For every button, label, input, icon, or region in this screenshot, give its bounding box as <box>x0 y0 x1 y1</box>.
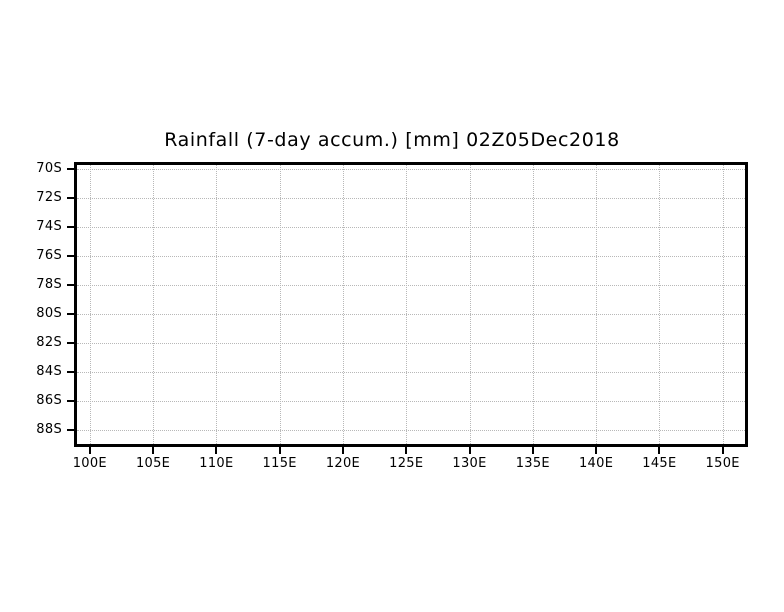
y-axis-tick <box>67 226 74 229</box>
y-axis-tick-label: 74S <box>36 219 62 235</box>
x-axis-tick-label: 145E <box>642 456 677 471</box>
x-axis-tick <box>341 447 344 454</box>
y-axis-tick <box>67 283 74 286</box>
y-axis-tick-label: 86S <box>36 392 62 408</box>
gridline-vertical <box>469 165 471 444</box>
gridline-vertical <box>342 165 344 444</box>
gridline-vertical <box>596 165 598 444</box>
x-axis-tick-label: 105E <box>135 456 171 471</box>
y-axis-tick <box>67 341 74 344</box>
y-axis-tick-label: 82S <box>36 334 62 350</box>
plot-area <box>74 162 748 447</box>
plot-interior <box>77 165 745 444</box>
gridline-horizontal <box>77 284 745 286</box>
gridline-vertical <box>89 165 91 444</box>
gridline-horizontal <box>77 371 745 373</box>
gridline-horizontal <box>77 256 745 258</box>
gridline-vertical <box>216 165 218 444</box>
x-axis-tick <box>278 447 281 454</box>
x-axis-tick <box>468 447 471 454</box>
gridline-vertical <box>279 165 281 444</box>
y-axis-tick <box>67 428 74 431</box>
x-axis-tick-label: 135E <box>515 456 550 471</box>
y-axis-tick <box>67 168 74 171</box>
x-axis-tick <box>152 447 155 454</box>
x-axis-tick <box>721 447 724 454</box>
gridline-vertical <box>659 165 661 444</box>
x-axis-tick <box>215 447 218 454</box>
y-axis-tick-label: 80S <box>36 305 62 321</box>
gridline-horizontal <box>77 429 745 431</box>
chart-title: Rainfall (7-day accum.) [mm] 02Z05Dec201… <box>164 129 620 151</box>
x-axis-tick <box>658 447 661 454</box>
gridline-vertical <box>406 165 408 444</box>
y-axis-tick <box>67 197 74 200</box>
x-axis-tick-label: 115E <box>262 456 297 471</box>
gridline-vertical <box>722 165 724 444</box>
x-axis-tick-label: 100E <box>72 456 107 471</box>
x-axis-tick <box>531 447 534 454</box>
y-axis-tick <box>67 255 74 258</box>
x-axis-tick-label: 140E <box>578 456 614 471</box>
y-axis-tick <box>67 312 74 315</box>
gridline-vertical <box>532 165 534 444</box>
gridline-horizontal <box>77 342 745 344</box>
x-axis-tick-label: 125E <box>389 456 424 471</box>
y-axis-tick <box>67 399 74 402</box>
y-axis-tick-label: 72S <box>36 190 62 206</box>
x-axis-tick-label: 150E <box>705 456 740 471</box>
gridline-vertical <box>153 165 155 444</box>
y-axis-tick <box>67 370 74 373</box>
gridline-horizontal <box>77 400 745 402</box>
y-axis-tick-label: 70S <box>36 161 62 177</box>
x-axis-tick-label: 130E <box>452 456 487 471</box>
x-axis-tick <box>405 447 408 454</box>
y-axis-tick-label: 78S <box>36 276 62 292</box>
gridline-horizontal <box>77 313 745 315</box>
gridline-horizontal <box>77 227 745 229</box>
y-axis-tick-label: 84S <box>36 363 62 379</box>
x-axis-tick <box>595 447 598 454</box>
x-axis-tick-label: 110E <box>199 456 234 471</box>
y-axis-tick-label: 76S <box>36 248 62 264</box>
gridline-horizontal <box>77 198 745 200</box>
x-axis-tick <box>88 447 91 454</box>
x-axis-tick-label: 120E <box>325 456 361 471</box>
y-axis-tick-label: 88S <box>36 421 62 437</box>
gridline-horizontal <box>77 169 745 171</box>
